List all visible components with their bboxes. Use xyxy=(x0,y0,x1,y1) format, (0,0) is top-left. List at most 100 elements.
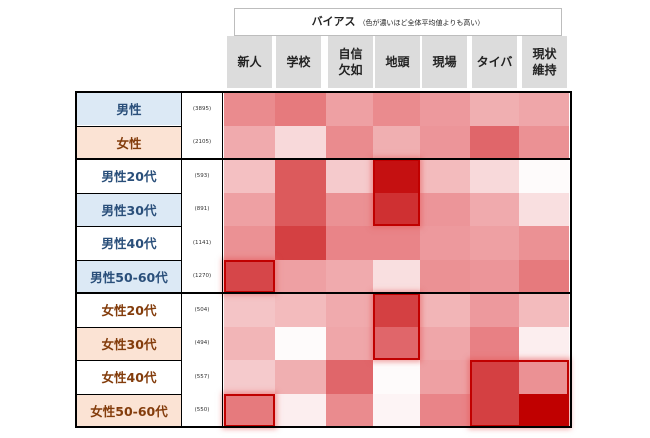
heatmap-cell xyxy=(470,192,519,227)
row-separator xyxy=(76,125,182,127)
heatmap-cell xyxy=(326,92,373,126)
row-count: (891) xyxy=(194,206,210,212)
heatmap-cell xyxy=(470,125,519,160)
group-divider-gender xyxy=(75,158,572,160)
row-count: (3895) xyxy=(192,105,212,112)
heatmap-cell xyxy=(275,125,326,160)
heatmap-cell xyxy=(373,226,420,260)
row-count: (593) xyxy=(194,172,210,179)
row-label: 男性20代 xyxy=(76,159,182,192)
column-header: タイバ xyxy=(472,36,517,88)
heatmap-cell xyxy=(275,192,326,227)
heatmap-cell xyxy=(420,125,470,160)
heatmap-cell xyxy=(326,259,373,294)
heatmap-cell xyxy=(275,226,326,260)
heatmap-cell xyxy=(470,92,519,126)
frame-top xyxy=(75,91,572,93)
row-label: 女性30代 xyxy=(76,326,182,360)
column-header: 新人 xyxy=(227,36,272,88)
row-label: 女性 xyxy=(76,125,182,159)
heatmap-cell xyxy=(275,259,326,294)
heatmap-cell xyxy=(224,360,275,394)
group-divider-sex xyxy=(75,292,572,294)
heatmap-cell xyxy=(224,293,275,327)
row-count: (504) xyxy=(194,306,210,313)
row-count: (2105) xyxy=(192,139,212,145)
row-separator xyxy=(76,192,182,194)
heatmap-cell xyxy=(326,293,373,327)
heatmap-cell xyxy=(275,393,326,428)
column-header: 現状 維持 xyxy=(522,36,567,88)
heatmap-cell xyxy=(373,92,420,126)
heatmap-cell xyxy=(326,159,373,193)
heatmap-cell xyxy=(373,192,420,227)
heatmap-cell xyxy=(420,226,470,260)
heatmap-cell xyxy=(420,326,470,361)
heatmap-cell xyxy=(326,226,373,260)
frame-right xyxy=(570,91,572,428)
row-count: (1270) xyxy=(192,273,212,279)
column-header: 学校 xyxy=(276,36,321,88)
row-separator xyxy=(76,326,182,328)
heatmap-cell xyxy=(420,393,470,428)
row-count: (550) xyxy=(194,407,210,413)
column-header: 地頭 xyxy=(375,36,420,88)
row-separator xyxy=(76,259,182,261)
heatmap-cell xyxy=(519,159,569,193)
heatmap-cell xyxy=(373,293,420,327)
heatmap-cell xyxy=(519,293,569,327)
row-count: (494) xyxy=(194,340,210,346)
heatmap-cell xyxy=(224,393,275,428)
heatmap-cell xyxy=(224,92,275,126)
heatmap-cell xyxy=(326,393,373,428)
heatmap-cell xyxy=(519,259,569,294)
row-label: 男性50-60代 xyxy=(76,259,182,293)
heatmap-cell xyxy=(519,125,569,160)
heatmap-cell xyxy=(275,293,326,327)
heatmap-cell xyxy=(224,192,275,227)
row-label: 女性40代 xyxy=(76,360,182,393)
column-header: 現場 xyxy=(422,36,467,88)
heatmap-cell xyxy=(420,360,470,394)
row-label: 男性 xyxy=(76,92,182,125)
column-header: 自信 欠如 xyxy=(328,36,373,88)
heatmap-cell xyxy=(326,326,373,361)
row-count: (557) xyxy=(194,373,210,380)
row-label: 女性20代 xyxy=(76,293,182,326)
heatmap-cell xyxy=(224,226,275,260)
heatmap-cell xyxy=(420,159,470,193)
heatmap-cell xyxy=(519,393,569,428)
heatmap-cell xyxy=(373,159,420,193)
heatmap-cell xyxy=(373,259,420,294)
heatmap-cell xyxy=(420,92,470,126)
heatmap-cell xyxy=(373,360,420,394)
heatmap-cell xyxy=(519,192,569,227)
heatmap-cell xyxy=(373,125,420,160)
heatmap-cell xyxy=(326,192,373,227)
row-label: 男性40代 xyxy=(76,226,182,259)
heatmap-cell xyxy=(326,360,373,394)
heatmap-cell xyxy=(373,326,420,361)
heatmap-cell xyxy=(519,326,569,361)
frame-bottom xyxy=(75,426,572,428)
heatmap-cell xyxy=(470,226,519,260)
heatmap-cell xyxy=(224,259,275,294)
heatmap-cell xyxy=(224,326,275,361)
heatmap-cell xyxy=(275,92,326,126)
row-label: 男性30代 xyxy=(76,192,182,226)
heatmap-cell xyxy=(470,159,519,193)
heatmap-cell xyxy=(224,159,275,193)
heatmap-cell xyxy=(470,360,519,394)
heatmap-cell xyxy=(224,125,275,160)
heatmap-cell xyxy=(420,293,470,327)
row-count: (1141) xyxy=(192,239,212,246)
row-separator xyxy=(76,393,182,395)
heatmap-cell xyxy=(470,293,519,327)
heatmap-cell xyxy=(519,360,569,394)
heatmap-cell xyxy=(275,360,326,394)
heatmap-cell xyxy=(470,393,519,428)
bias-title: バイアス xyxy=(311,15,356,28)
heatmap-cell xyxy=(275,159,326,193)
heatmap-cell xyxy=(326,125,373,160)
heatmap-cell xyxy=(420,259,470,294)
